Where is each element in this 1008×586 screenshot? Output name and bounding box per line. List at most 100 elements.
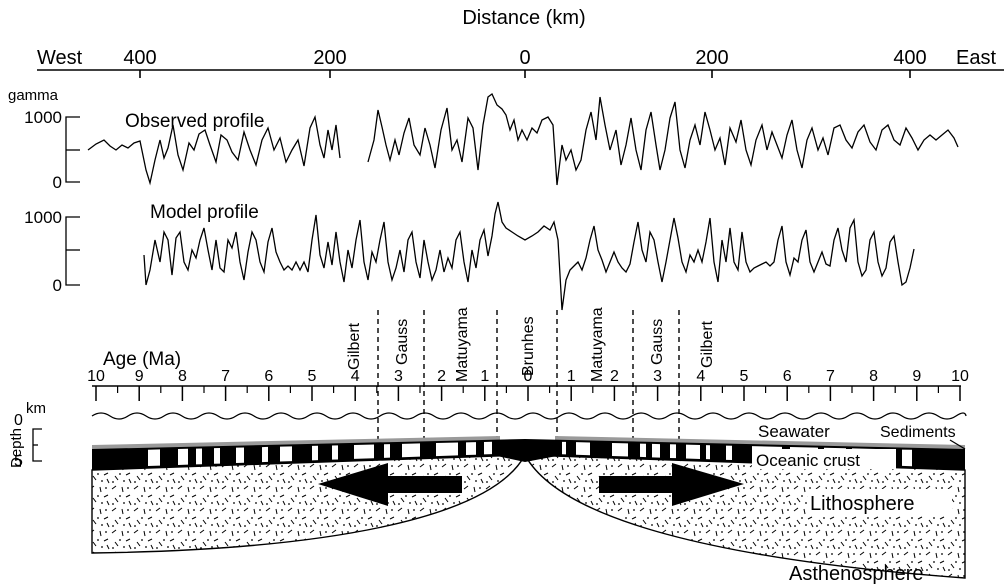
reversed-polarity-stripe bbox=[562, 441, 566, 455]
ridge-axis-crust bbox=[497, 440, 557, 462]
age-tick-label: 2 bbox=[437, 368, 446, 385]
observed-profile-trace-west bbox=[87, 114, 341, 186]
age-tick-label: 2 bbox=[610, 368, 619, 385]
reversed-polarity-stripe bbox=[652, 443, 660, 458]
reversed-polarity-stripe bbox=[196, 448, 202, 465]
east-motion-arrow bbox=[599, 463, 744, 506]
age-tick-label: 5 bbox=[740, 368, 749, 385]
seawater-label: Seawater bbox=[758, 422, 830, 441]
reversed-polarity-stripe bbox=[484, 441, 492, 455]
reversed-polarity-stripe bbox=[576, 442, 590, 456]
reversed-polarity-stripe bbox=[402, 443, 420, 458]
model-y-tick-label: 0 bbox=[53, 276, 62, 295]
sediments-leader-line bbox=[949, 439, 966, 450]
age-tick-label: 1 bbox=[480, 368, 489, 385]
reversed-polarity-stripe bbox=[384, 444, 390, 458]
west-motion-arrow bbox=[318, 463, 462, 506]
age-tick-label: 7 bbox=[826, 368, 835, 385]
chron-label-brunhes: Brunhes bbox=[520, 316, 537, 376]
distance-axis-title: Distance (km) bbox=[462, 7, 585, 29]
age-tick-label: 5 bbox=[308, 368, 317, 385]
chron-labels: Gilbert Gauss Matuyama Brunhes Matuyama … bbox=[346, 307, 716, 382]
reversed-polarity-stripe bbox=[612, 442, 628, 457]
reversed-polarity-stripe bbox=[148, 449, 160, 467]
chron-label-gauss-east: Gauss bbox=[649, 319, 666, 365]
lithosphere-label-bg bbox=[808, 489, 952, 515]
reversed-polarity-stripe bbox=[640, 443, 646, 458]
age-tick-label: 6 bbox=[783, 368, 792, 385]
age-tick-label: 10 bbox=[87, 368, 105, 385]
sediment-layer-east bbox=[555, 436, 965, 450]
depth-unit-label: km bbox=[26, 400, 46, 417]
reversed-polarity-stripe bbox=[706, 445, 710, 460]
age-tick-label: 0 bbox=[524, 368, 533, 385]
asthenosphere-label: Asthenosphere bbox=[789, 563, 924, 585]
age-tick-label: 7 bbox=[221, 368, 230, 385]
age-tick-label: 4 bbox=[351, 368, 360, 385]
reversed-polarity-stripe bbox=[686, 444, 700, 459]
reversed-polarity-stripe bbox=[332, 445, 338, 460]
age-tick-label: 3 bbox=[653, 368, 662, 385]
reversed-polarity-stripe bbox=[354, 444, 374, 459]
observed-y-tick-label: 1000 bbox=[24, 108, 62, 127]
observed-y-tick-label: 0 bbox=[53, 173, 62, 192]
oceanic-crust-label: Oceanic crust bbox=[756, 451, 860, 470]
reversed-polarity-stripe bbox=[726, 445, 732, 461]
west-label: West bbox=[37, 47, 83, 69]
depth-tick-label: 5 bbox=[14, 453, 23, 470]
chron-label-gilbert-east: Gilbert bbox=[699, 320, 716, 368]
lithosphere-west bbox=[91, 454, 527, 554]
observed-profile-trace-east bbox=[367, 92, 959, 186]
model-y-axis bbox=[65, 216, 80, 286]
depth-axis: Depth km 0 5 bbox=[8, 400, 46, 470]
reversed-polarity-stripe bbox=[178, 448, 188, 466]
observed-profile-label: Observed profile bbox=[125, 111, 264, 132]
distance-tick-label: 200 bbox=[695, 47, 728, 69]
chron-label-matuyama-east: Matuyama bbox=[589, 307, 606, 382]
age-tick-label: 3 bbox=[394, 368, 403, 385]
distance-axis: Distance (km) West East 400 200 0 200 40… bbox=[37, 7, 1004, 78]
distance-tick-label: 400 bbox=[893, 47, 926, 69]
observed-profile-panel: gamma Observed profile 1000 0 bbox=[8, 87, 959, 192]
gamma-unit-label: gamma bbox=[8, 87, 59, 104]
reversed-polarity-stripe bbox=[214, 448, 220, 464]
chron-label-gauss-west: Gauss bbox=[394, 319, 411, 365]
model-y-tick-label: 1000 bbox=[24, 208, 62, 227]
depth-tick-label: 0 bbox=[14, 412, 23, 429]
model-profile-trace bbox=[143, 201, 915, 311]
chron-label-gilbert-west: Gilbert bbox=[346, 322, 363, 370]
age-tick-label: 9 bbox=[912, 368, 921, 385]
model-profile-label: Model profile bbox=[150, 202, 259, 223]
reversed-polarity-stripe bbox=[670, 444, 676, 459]
sediments-label: Sediments bbox=[880, 424, 956, 441]
chron-label-matuyama-west: Matuyama bbox=[454, 307, 471, 382]
sediment-layer-west bbox=[92, 436, 500, 450]
distance-tick-label: 200 bbox=[313, 47, 346, 69]
lithosphere-label: Lithosphere bbox=[810, 493, 915, 515]
lithosphere-east bbox=[523, 454, 966, 579]
reversed-polarity-stripe bbox=[312, 445, 318, 461]
reversed-polarity-stripe bbox=[902, 449, 912, 467]
east-label: East bbox=[956, 47, 996, 69]
distance-tick-label: 400 bbox=[123, 47, 156, 69]
reversed-polarity-stripe bbox=[262, 446, 268, 463]
age-axis: Age (Ma) 10 9 8 7 6 5 4 3 2 1 0 1 2 3 4 5 6 7 8 9 10 bbox=[87, 349, 969, 401]
reversed-polarity-stripe bbox=[236, 447, 244, 464]
age-tick-label: 10 bbox=[951, 368, 969, 385]
sea-surface bbox=[91, 412, 967, 420]
age-tick-label: 1 bbox=[567, 368, 576, 385]
age-tick-label: 8 bbox=[178, 368, 187, 385]
age-ticks: 10 9 8 7 6 5 4 3 2 1 0 1 2 3 4 5 6 7 8 9 10 bbox=[87, 368, 969, 401]
model-profile-panel: Model profile 1000 0 bbox=[24, 201, 915, 311]
age-tick-label: 6 bbox=[264, 368, 273, 385]
age-tick-label: 4 bbox=[696, 368, 705, 385]
reversed-polarity-stripe bbox=[436, 442, 458, 457]
age-tick-label: 9 bbox=[135, 368, 144, 385]
reversed-polarity-stripe bbox=[466, 442, 476, 456]
distance-tick-label: 0 bbox=[519, 47, 530, 69]
oceanic-crust-label-bg bbox=[752, 449, 896, 469]
depth-axis-title: Depth bbox=[8, 428, 25, 468]
age-axis-title: Age (Ma) bbox=[103, 349, 181, 370]
reversed-polarity-stripe bbox=[280, 446, 292, 462]
